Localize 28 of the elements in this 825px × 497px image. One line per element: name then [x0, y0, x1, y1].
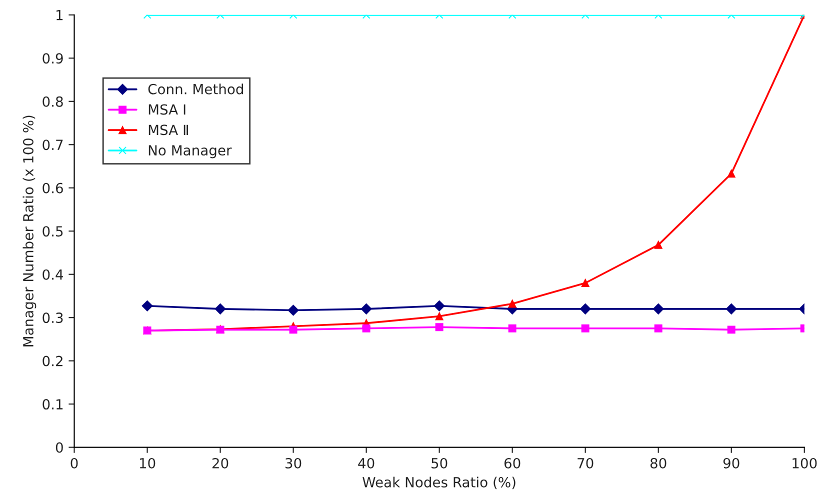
legend-label: MSA Ⅰ: [148, 104, 186, 115]
y-axis-title: Manager Number Ratio (x 100 %): [22, 116, 36, 346]
x-tick-label: 80: [650, 458, 666, 468]
y-tick-label: 0.5: [42, 226, 63, 237]
legend-label: Conn. Method: [148, 84, 243, 94]
x-tick-label: 60: [504, 458, 520, 468]
y-tick-label: 0.8: [42, 96, 63, 107]
x-tick-label: 0: [70, 458, 78, 468]
x-tick-label: 40: [358, 458, 374, 468]
x-tick-label: 10: [140, 458, 156, 468]
legend-label: No Manager: [148, 145, 232, 158]
legend-label: MSA Ⅱ: [148, 124, 188, 136]
x-tick-label: 90: [723, 458, 740, 468]
x-tick-label: 70: [578, 458, 594, 468]
y-tick-label: 1: [56, 10, 63, 20]
x-tick-label: 50: [432, 458, 448, 468]
x-axis-title: Weak Nodes Ratio (%): [362, 476, 516, 490]
x-tick-label: 100: [792, 458, 817, 468]
x-tick-label: 20: [212, 458, 228, 468]
y-tick-label: 0.3: [42, 312, 63, 324]
y-tick-label: 0.6: [42, 182, 63, 194]
y-tick-label: 0.1: [42, 399, 63, 410]
y-tick-label: 0.2: [42, 356, 62, 366]
y-tick-label: 0.7: [42, 140, 63, 150]
y-tick-label: 0.9: [42, 53, 63, 64]
y-tick-label: 0.4: [42, 269, 64, 280]
y-tick-label: 0: [56, 442, 63, 453]
x-tick-label: 30: [286, 458, 302, 468]
